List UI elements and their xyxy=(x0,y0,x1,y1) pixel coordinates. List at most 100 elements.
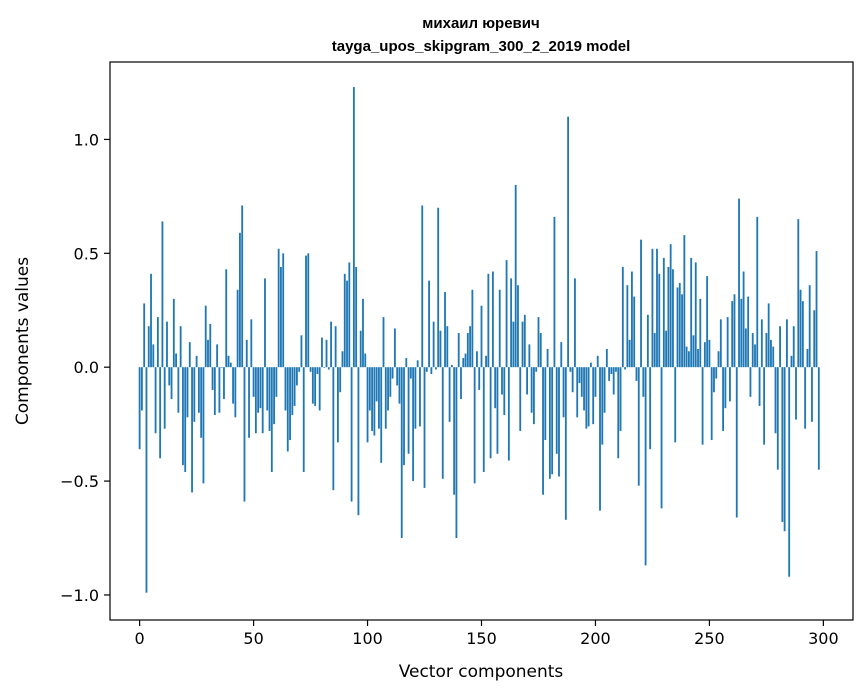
bar-237 xyxy=(678,282,681,368)
bar-97 xyxy=(359,330,362,368)
bar-105 xyxy=(378,367,380,429)
bar-128 xyxy=(430,367,433,375)
bar-211 xyxy=(619,367,622,431)
bar-14 xyxy=(170,367,173,400)
bar-175 xyxy=(537,317,540,368)
bar-277 xyxy=(770,339,772,368)
bar-64 xyxy=(284,367,287,411)
bar-241 xyxy=(687,351,690,368)
bar-264 xyxy=(740,298,743,368)
y-axis: −1.0 −0.5 0.0 0.5 1.0 xyxy=(60,130,110,605)
bar-43 xyxy=(236,289,239,368)
bar-118 xyxy=(407,367,410,454)
bar-265 xyxy=(742,271,745,368)
bar-222 xyxy=(644,367,647,566)
bar-133 xyxy=(441,367,444,479)
bar-180 xyxy=(548,367,551,479)
bar-189 xyxy=(569,367,572,372)
bar-149 xyxy=(478,367,481,390)
bar-220 xyxy=(640,239,642,368)
bar-107 xyxy=(382,317,385,368)
bar-207 xyxy=(610,367,613,375)
bar-32 xyxy=(211,367,214,390)
bar-28 xyxy=(202,367,205,484)
bar-168 xyxy=(521,321,524,368)
bar-51 xyxy=(254,367,257,434)
bar-229 xyxy=(660,367,663,509)
bar-60 xyxy=(275,367,278,397)
bar-30 xyxy=(207,339,209,368)
bar-12 xyxy=(166,321,168,368)
bar-200 xyxy=(594,367,597,397)
bar-275 xyxy=(765,333,768,368)
bar-185 xyxy=(560,342,563,368)
bar-96 xyxy=(357,367,360,516)
bar-165 xyxy=(514,184,517,368)
bar-204 xyxy=(603,367,606,413)
bar-129 xyxy=(432,321,435,368)
bar-48 xyxy=(248,367,250,438)
bar-65 xyxy=(286,367,289,452)
bar-288 xyxy=(795,367,797,420)
bar-233 xyxy=(669,244,672,368)
bar-231 xyxy=(665,330,668,368)
bar-130 xyxy=(435,367,437,370)
bar-157 xyxy=(496,367,499,454)
bar-6 xyxy=(152,344,155,368)
bar-186 xyxy=(562,367,565,418)
plot-frame xyxy=(109,61,854,621)
bar-261 xyxy=(733,294,736,368)
bar-244 xyxy=(694,262,697,368)
bar-44 xyxy=(239,232,241,368)
bar-238 xyxy=(681,294,683,368)
bar-0 xyxy=(138,367,141,450)
bar-16 xyxy=(175,353,177,368)
bar-245 xyxy=(697,348,699,368)
bar-66 xyxy=(289,367,291,441)
bar-150 xyxy=(480,305,483,368)
bar-176 xyxy=(539,333,542,368)
bar-58 xyxy=(270,367,273,472)
bar-259 xyxy=(729,367,731,402)
x-tick-label-100: 100 xyxy=(352,629,383,648)
bar-84 xyxy=(330,321,332,368)
bar-102 xyxy=(371,367,374,431)
bar-223 xyxy=(646,314,649,368)
bar-248 xyxy=(703,342,706,368)
bar-110 xyxy=(389,367,392,397)
bar-292 xyxy=(804,367,807,429)
y-tick-label-0: −1.0 xyxy=(60,586,99,605)
bar-143 xyxy=(464,353,467,368)
bar-201 xyxy=(596,355,599,368)
bar-124 xyxy=(421,205,424,368)
bar-228 xyxy=(658,273,661,368)
bar-191 xyxy=(574,278,576,368)
bar-114 xyxy=(398,367,401,404)
bar-155 xyxy=(491,271,494,368)
bar-71 xyxy=(300,335,303,368)
bar-54 xyxy=(261,367,264,434)
bar-177 xyxy=(542,367,544,495)
bar-106 xyxy=(380,367,383,463)
bar-9 xyxy=(159,367,162,459)
bar-270 xyxy=(754,344,756,368)
bar-235 xyxy=(674,367,677,443)
bar-179 xyxy=(546,348,549,368)
bar-116 xyxy=(403,367,405,466)
bar-254 xyxy=(717,351,720,368)
bar-145 xyxy=(469,326,472,368)
bar-144 xyxy=(466,333,469,368)
bar-26 xyxy=(197,367,200,413)
bar-109 xyxy=(387,367,389,411)
bar-95 xyxy=(355,266,358,368)
bar-257 xyxy=(724,367,727,409)
bar-8 xyxy=(156,317,159,368)
bar-22 xyxy=(188,342,191,368)
bar-138 xyxy=(453,367,456,495)
bar-20 xyxy=(184,367,187,472)
bar-234 xyxy=(672,269,674,368)
x-tick-label-0: 0 xyxy=(135,629,145,648)
bar-63 xyxy=(282,253,285,368)
bar-256 xyxy=(722,367,724,431)
bar-92 xyxy=(348,262,351,368)
